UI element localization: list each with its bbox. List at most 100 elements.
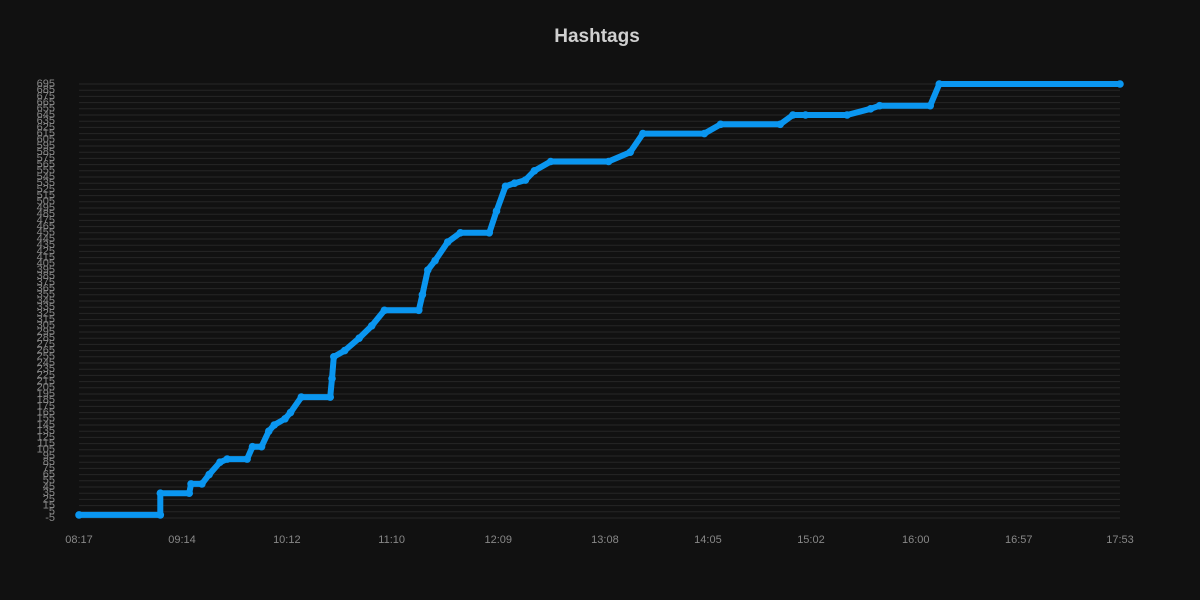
point — [875, 101, 884, 110]
point — [198, 480, 206, 488]
point — [286, 408, 295, 417]
y-tick-label: 575 — [37, 152, 55, 164]
point — [626, 148, 635, 156]
y-tick-label: 175 — [37, 400, 55, 412]
point — [156, 511, 165, 519]
y-tick-label: 5 — [49, 506, 55, 518]
y-tick-label: 365 — [37, 283, 55, 295]
y-tick-label: 615 — [37, 128, 55, 140]
chart-title: Hashtags — [554, 26, 640, 47]
point — [716, 120, 725, 129]
y-tick-label: 205 — [37, 382, 55, 394]
x-tick-label: 12:09 — [485, 534, 513, 546]
y-tick-label: 675 — [37, 90, 55, 102]
y-tick-label: 105 — [37, 444, 55, 456]
y-tick-label: 505 — [37, 196, 55, 208]
y-tick-label: 435 — [37, 239, 55, 251]
point — [431, 256, 439, 265]
point — [789, 111, 797, 119]
y-tick-label: 25 — [43, 493, 55, 505]
point — [492, 207, 501, 215]
y-tick-label: 495 — [37, 202, 55, 214]
y-tick-label: 695 — [37, 78, 55, 90]
y-tick-label: 285 — [37, 332, 55, 344]
y-tick-label: 235 — [37, 363, 55, 375]
y-tick-label: 145 — [37, 419, 55, 431]
point — [340, 346, 349, 355]
y-tick-label: 65 — [43, 469, 55, 481]
y-tick-label: 85 — [43, 456, 55, 468]
y-tick-label: 35 — [43, 487, 55, 499]
point — [367, 322, 376, 330]
point — [866, 105, 875, 113]
y-tick-label: 525 — [37, 183, 55, 195]
point — [326, 393, 335, 401]
x-tick-label: 17:53 — [1106, 534, 1134, 546]
point — [355, 334, 363, 343]
point — [443, 238, 452, 246]
y-tick-label: 565 — [37, 159, 55, 171]
y-tick-label: 465 — [37, 221, 55, 233]
x-tick-label: 16:00 — [902, 534, 930, 546]
point — [270, 421, 278, 429]
point — [418, 291, 427, 299]
y-tick-label: 485 — [37, 208, 55, 220]
y-tick-label: 425 — [37, 245, 55, 257]
y-tick-label: 625 — [37, 121, 55, 133]
x-tick-label: 15:02 — [797, 534, 825, 546]
y-tick-label: 475 — [37, 214, 55, 226]
point — [281, 415, 289, 423]
y-tick-label: 55 — [43, 475, 55, 487]
point — [604, 157, 613, 166]
point — [330, 353, 338, 361]
y-tick-label: 305 — [37, 320, 55, 332]
y-tick-label: 115 — [37, 438, 55, 450]
x-tick-label: 10:12 — [273, 534, 301, 546]
point — [700, 129, 709, 138]
point — [510, 179, 519, 187]
y-tick-label: 635 — [37, 115, 55, 127]
x-tick-label: 09:14 — [168, 534, 196, 546]
point — [75, 511, 83, 519]
y-tick-label: 515 — [37, 190, 55, 202]
y-tick-label: 45 — [43, 481, 55, 493]
point — [257, 442, 266, 451]
y-tick-label: 655 — [37, 103, 55, 115]
y-tick-label: 535 — [37, 177, 55, 189]
point — [926, 101, 935, 110]
y-tick-label: 265 — [37, 345, 55, 357]
point — [328, 374, 336, 383]
point — [776, 120, 785, 129]
y-tick-label: 165 — [37, 407, 55, 419]
y-tick-label: 595 — [37, 140, 55, 152]
y-tick-label: -5 — [45, 512, 55, 524]
y-tick-label: 75 — [43, 462, 55, 474]
y-tick-label: 585 — [37, 146, 55, 158]
y-tick-label: 245 — [37, 357, 55, 369]
point — [414, 306, 423, 315]
point — [639, 129, 647, 138]
y-tick-label: 255 — [37, 351, 55, 363]
x-tick-label: 11:10 — [378, 534, 405, 546]
y-tick-label: 195 — [37, 388, 55, 400]
y-tick-label: 545 — [37, 171, 55, 183]
point — [546, 157, 555, 166]
point — [243, 455, 251, 463]
x-tick-label: 14:05 — [694, 534, 722, 546]
y-tick-label: 645 — [37, 109, 55, 121]
x-tick-label: 16:57 — [1005, 534, 1033, 546]
y-tick-label: 275 — [37, 338, 55, 350]
point — [501, 182, 510, 191]
point — [264, 427, 273, 436]
y-tick-label: 315 — [37, 314, 55, 326]
y-tick-label: 325 — [37, 307, 55, 319]
y-tick-label: 135 — [37, 425, 55, 437]
point — [185, 489, 194, 498]
point — [485, 229, 494, 237]
point — [248, 442, 257, 451]
y-tick-label: 345 — [37, 295, 55, 307]
y-tick-label: 15 — [43, 500, 55, 512]
y-tick-label: 605 — [37, 134, 55, 146]
